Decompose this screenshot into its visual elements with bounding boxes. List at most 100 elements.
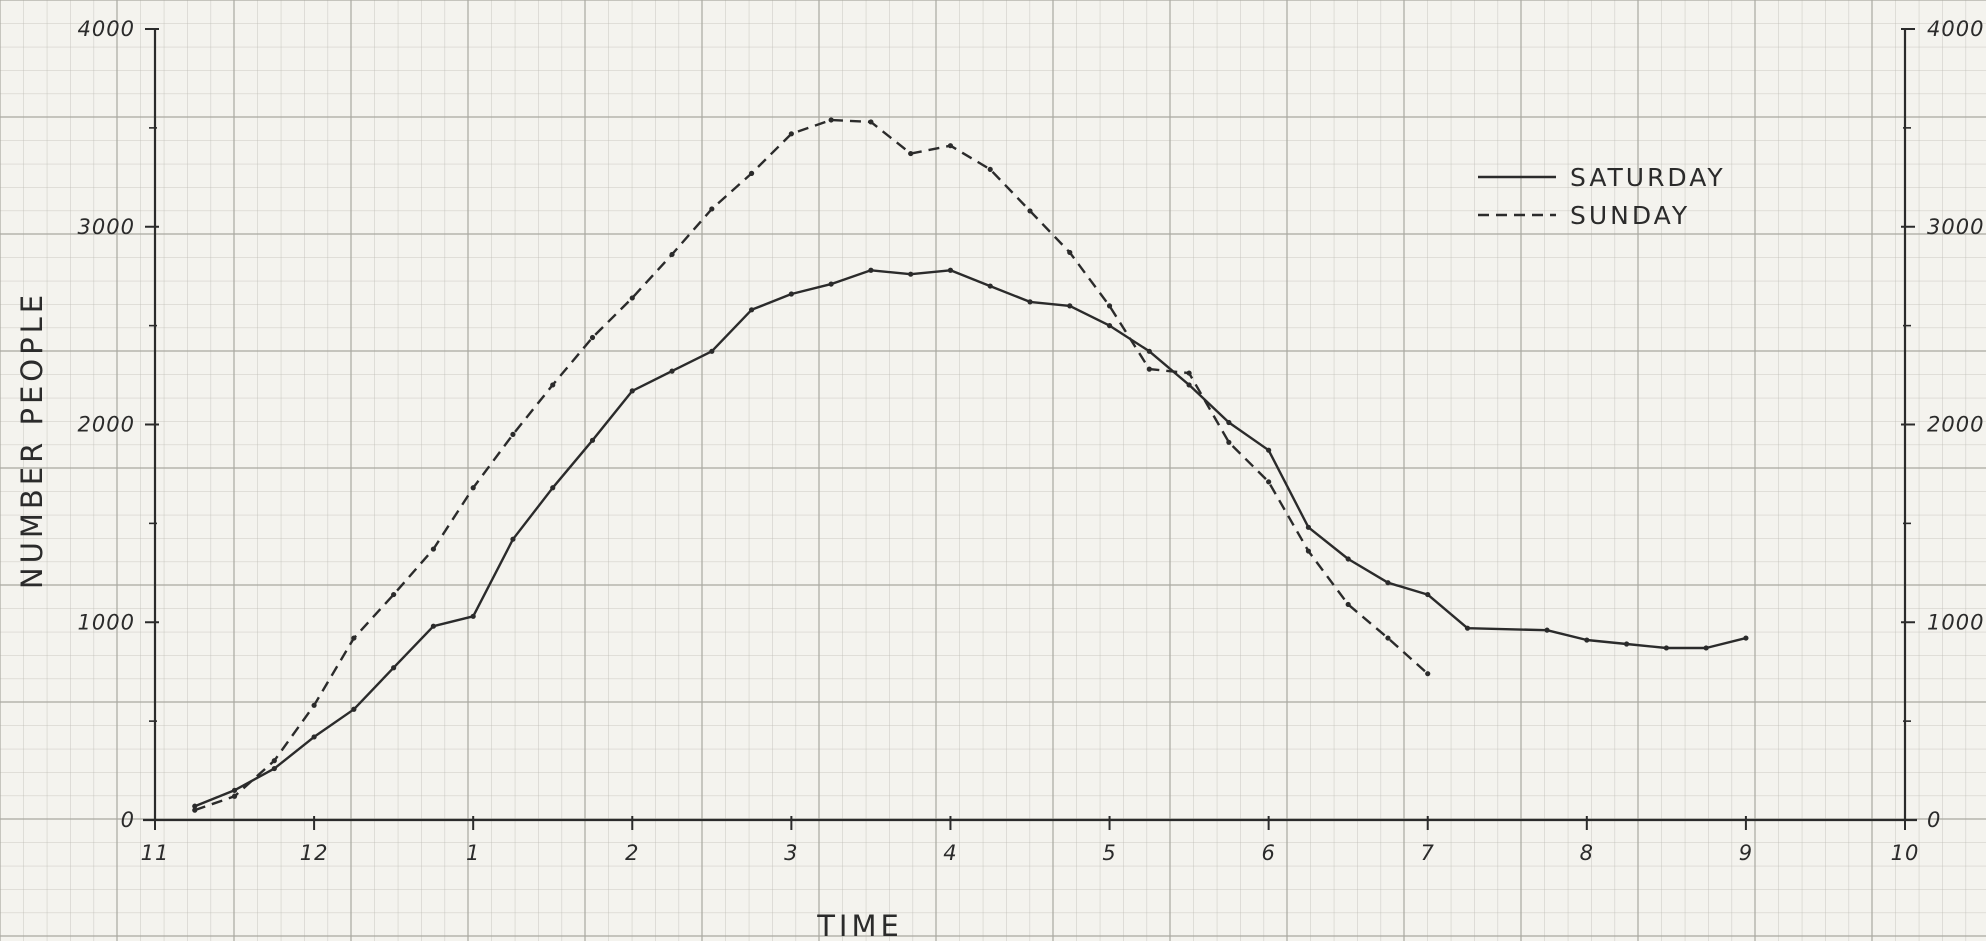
x-tick-label: 12 xyxy=(300,841,329,865)
data-point-saturday xyxy=(1146,348,1152,354)
data-point-saturday xyxy=(1743,635,1749,641)
data-point-sunday xyxy=(1266,479,1272,485)
data-point-saturday xyxy=(709,348,715,354)
data-point-sunday xyxy=(629,295,635,301)
data-point-saturday xyxy=(589,437,596,443)
data-point-saturday xyxy=(1027,299,1033,305)
data-point-saturday xyxy=(1345,556,1351,562)
data-point-saturday xyxy=(1584,637,1590,643)
x-tick-label: 3 xyxy=(784,841,798,865)
data-point-sunday xyxy=(868,119,874,125)
data-point-sunday xyxy=(430,546,437,552)
x-tick-label: 7 xyxy=(1421,841,1435,865)
y-tick-label-right: 1000 xyxy=(1927,610,1984,634)
x-tick-label: 9 xyxy=(1739,841,1753,865)
data-point-saturday xyxy=(1703,645,1709,651)
data-point-saturday xyxy=(1266,447,1272,453)
x-tick-label: 10 xyxy=(1891,841,1920,865)
x-axis-title: TIME xyxy=(816,909,903,941)
data-point-saturday xyxy=(1623,641,1630,647)
data-point-sunday xyxy=(788,131,794,137)
x-tick-label: 2 xyxy=(625,841,639,865)
data-point-sunday xyxy=(589,334,596,341)
legend-label-sunday: SUNDAY xyxy=(1570,201,1690,230)
data-point-sunday xyxy=(669,251,675,258)
data-point-saturday xyxy=(470,613,476,619)
data-point-saturday xyxy=(311,734,317,740)
data-point-sunday xyxy=(1385,635,1391,641)
data-point-sunday xyxy=(1226,439,1232,445)
data-point-sunday xyxy=(908,150,914,157)
data-point-saturday xyxy=(828,281,834,287)
y-tick-label-left: 0 xyxy=(121,808,135,832)
y-axis-title: NUMBER PEOPLE xyxy=(15,291,49,589)
legend: SATURDAY SUNDAY xyxy=(1478,163,1726,230)
data-point-sunday xyxy=(1305,548,1312,554)
data-point-saturday xyxy=(351,706,357,712)
x-tick-label: 5 xyxy=(1102,841,1116,865)
x-tick-label: 11 xyxy=(141,841,170,865)
data-point-saturday xyxy=(430,623,437,629)
data-point-saturday xyxy=(669,368,675,374)
data-point-saturday xyxy=(1106,323,1113,329)
data-point-sunday xyxy=(987,166,993,173)
data-point-saturday xyxy=(1425,591,1431,598)
data-point-saturday xyxy=(868,267,874,273)
data-point-sunday xyxy=(271,758,277,764)
y-tick-label-left: 3000 xyxy=(78,215,135,239)
data-point-sunday xyxy=(510,431,516,437)
data-point-sunday xyxy=(1186,370,1192,376)
data-point-saturday xyxy=(510,536,516,542)
data-point-saturday xyxy=(748,307,755,313)
series-line-sunday xyxy=(194,118,1429,812)
x-tick-label: 1 xyxy=(466,841,480,865)
data-point-sunday xyxy=(192,807,198,813)
data-point-saturday xyxy=(550,485,556,491)
data-point-saturday xyxy=(908,271,914,277)
data-point-saturday xyxy=(1544,627,1550,633)
data-point-saturday xyxy=(271,765,277,772)
y-tick-label-left: 2000 xyxy=(78,413,135,437)
data-point-sunday xyxy=(550,382,556,388)
y-tick-label-right: 3000 xyxy=(1927,215,1984,239)
data-point-saturday xyxy=(192,803,198,809)
data-point-sunday xyxy=(1425,671,1431,677)
data-point-sunday xyxy=(311,702,317,708)
data-point-sunday xyxy=(1146,366,1152,372)
x-tick-label: 4 xyxy=(943,841,957,865)
y-tick-label-left: 4000 xyxy=(78,17,135,41)
data-point-saturday xyxy=(1226,419,1232,426)
y-tick-label-left: 1000 xyxy=(78,610,135,634)
data-point-sunday xyxy=(709,206,715,212)
data-point-saturday xyxy=(1663,645,1669,651)
data-point-saturday xyxy=(987,283,993,289)
data-point-sunday xyxy=(1345,601,1351,608)
data-point-sunday xyxy=(1106,303,1113,309)
data-point-sunday xyxy=(231,793,238,799)
x-tick-label: 8 xyxy=(1580,841,1594,865)
data-point-sunday xyxy=(828,117,834,123)
legend-label-saturday: SATURDAY xyxy=(1570,163,1726,192)
data-point-saturday xyxy=(1385,580,1391,586)
data-point-sunday xyxy=(470,485,476,491)
data-point-sunday xyxy=(391,591,397,598)
y-tick-label-right: 0 xyxy=(1927,808,1941,832)
data-point-saturday xyxy=(629,388,635,394)
data-point-saturday xyxy=(1464,625,1471,631)
data-point-sunday xyxy=(1027,208,1033,214)
data-point-saturday xyxy=(231,787,238,793)
data-point-sunday xyxy=(1067,249,1073,256)
data-point-saturday xyxy=(391,665,397,671)
data-point-saturday xyxy=(947,267,954,273)
data-point-sunday xyxy=(748,170,755,176)
data-point-saturday xyxy=(788,291,794,297)
y-tick-label-right: 2000 xyxy=(1927,413,1984,437)
data-point-sunday xyxy=(947,143,954,149)
data-point-saturday xyxy=(1305,524,1312,530)
data-point-saturday xyxy=(1067,303,1073,309)
series-layer xyxy=(192,117,1749,813)
